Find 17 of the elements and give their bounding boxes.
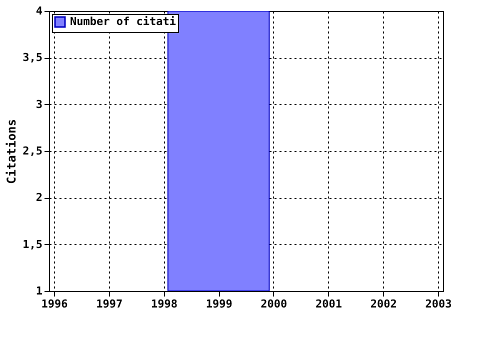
y-axis-title: Citations bbox=[4, 118, 19, 184]
x-tick-label: 1997 bbox=[96, 298, 123, 310]
x-tick-label: 2001 bbox=[316, 298, 342, 310]
y-tick-label: 3,5 bbox=[22, 51, 42, 64]
y-tick-label: 3 bbox=[36, 98, 42, 111]
x-tick-label: 1999 bbox=[206, 298, 232, 310]
legend-label: Number of citati bbox=[70, 15, 176, 28]
x-tick-label: 2000 bbox=[260, 298, 288, 310]
y-tick-label: 4 bbox=[36, 4, 43, 18]
y-tick-label: 1 bbox=[36, 284, 43, 298]
x-tick-label: 1996 bbox=[41, 298, 68, 310]
y-tick-label: 2 bbox=[36, 191, 42, 204]
x-tick-label: 1998 bbox=[150, 298, 178, 310]
y-tick-label: 1,5 bbox=[22, 238, 42, 251]
y-tick-label: 2,5 bbox=[22, 144, 42, 158]
x-tick-label: 2002 bbox=[370, 298, 397, 310]
x-tick-label: 2003 bbox=[425, 298, 452, 310]
